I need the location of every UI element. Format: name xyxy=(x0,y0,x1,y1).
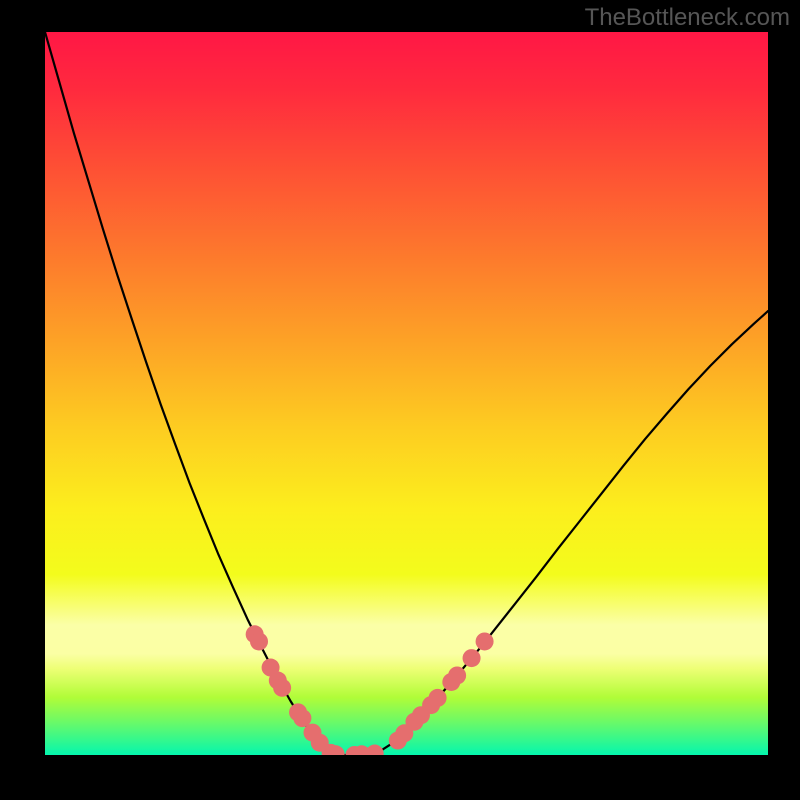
plot-svg xyxy=(45,32,768,755)
data-marker xyxy=(463,649,481,667)
data-marker xyxy=(250,632,268,650)
data-marker xyxy=(293,709,311,727)
data-marker xyxy=(476,632,494,650)
data-marker xyxy=(273,679,291,697)
data-marker xyxy=(448,666,466,684)
chart-frame: TheBottleneck.com xyxy=(0,0,800,800)
watermark-text: TheBottleneck.com xyxy=(585,4,790,32)
plot-area xyxy=(45,32,768,755)
gradient-background xyxy=(45,32,768,755)
data-marker xyxy=(429,689,447,707)
